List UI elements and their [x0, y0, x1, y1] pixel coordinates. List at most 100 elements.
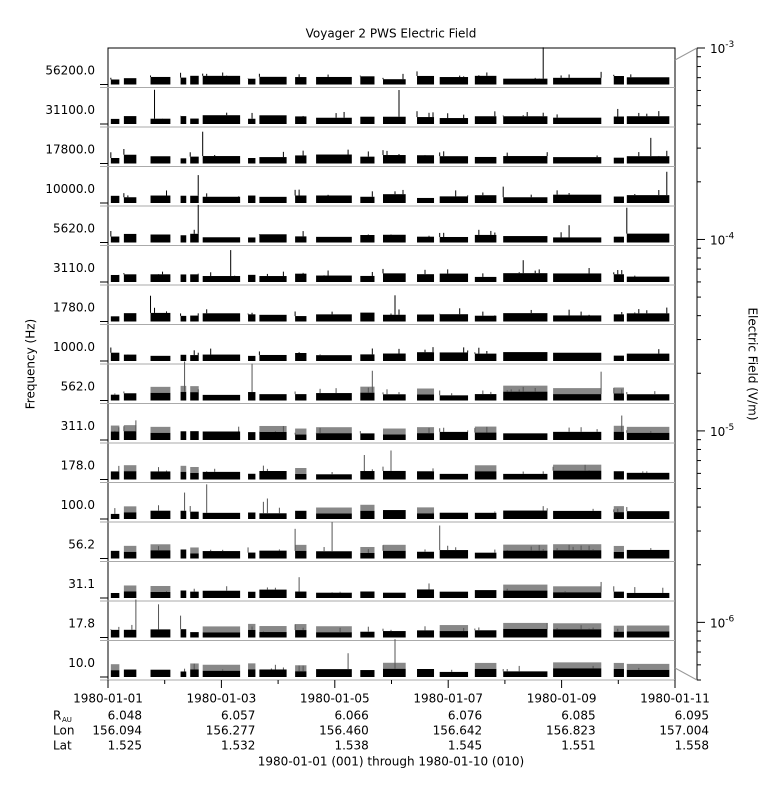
trace-floor	[248, 512, 256, 519]
trace	[110, 171, 670, 203]
colorbar-guide	[674, 667, 698, 681]
trace-envelope	[553, 662, 602, 669]
trace-floor	[150, 76, 171, 85]
trace-envelope	[190, 547, 199, 554]
trace-floor	[382, 314, 406, 322]
trace-floor	[417, 471, 435, 480]
y-tick-label: 100.0	[61, 498, 95, 512]
trace-floor	[626, 631, 670, 638]
tick-base: 10	[710, 233, 725, 247]
trace-floor	[626, 432, 670, 440]
trace-floor	[259, 157, 287, 164]
trace-floor	[360, 433, 375, 440]
tick-exponent: -3	[725, 40, 734, 50]
y-tick-label: 31100.0	[45, 103, 95, 117]
trace-floor	[553, 629, 602, 638]
trace-envelope	[259, 425, 287, 432]
trace-floor	[439, 273, 469, 282]
trace-floor	[110, 274, 120, 282]
trace-floor	[110, 316, 120, 322]
trace-floor	[503, 671, 548, 677]
trace-floor	[474, 315, 497, 322]
trace-envelope	[503, 622, 548, 629]
trace-floor	[474, 471, 497, 480]
trace-envelope	[123, 545, 137, 552]
trace-envelope	[295, 624, 307, 631]
trace-floor	[503, 313, 548, 322]
trace	[110, 295, 670, 322]
y-tick-label: 10.0	[68, 656, 95, 670]
trace-floor	[248, 473, 256, 480]
trace-floor	[439, 431, 469, 440]
trace-floor	[248, 158, 256, 164]
trace-floor	[150, 550, 171, 559]
trace-floor	[382, 273, 406, 282]
trace-floor	[123, 154, 137, 164]
trace-floor	[439, 352, 469, 361]
trace-envelope	[613, 506, 624, 513]
trace-envelope	[150, 585, 171, 592]
trace-floor	[150, 118, 171, 124]
trace-envelope	[553, 464, 602, 471]
ephemeris-label: Lat	[53, 739, 72, 753]
trace-floor	[613, 551, 624, 559]
trace-floor	[553, 668, 602, 677]
trace-floor	[259, 234, 287, 243]
trace-floor	[248, 552, 256, 559]
colorbar-guide	[674, 47, 698, 61]
trace-floor	[382, 592, 406, 598]
trace-envelope	[503, 584, 548, 591]
trace-floor	[150, 591, 171, 598]
trace-floor	[439, 77, 469, 85]
trace	[110, 639, 670, 677]
trace-floor	[248, 118, 256, 124]
ephemeris-sublabel: AU	[62, 716, 72, 724]
trace	[110, 347, 670, 361]
trace-envelope	[150, 544, 171, 551]
trace-envelope	[626, 625, 670, 632]
ephemeris-value: 6.057	[221, 709, 255, 723]
trace-floor	[150, 510, 171, 519]
trace-floor	[316, 433, 352, 440]
trace-floor	[553, 117, 602, 124]
trace-envelope	[417, 427, 435, 434]
tick-base: 10	[710, 424, 725, 438]
trace-floor	[553, 470, 602, 480]
trace-floor	[110, 670, 120, 677]
trace-floor	[613, 355, 624, 361]
trace-floor	[248, 629, 256, 638]
trace-floor	[190, 233, 199, 243]
trace-envelope	[503, 385, 548, 392]
colorbar-tick-label: 10-6	[710, 614, 735, 630]
y-tick-label: 178.0	[61, 458, 95, 472]
trace-envelope	[190, 466, 199, 473]
colorbar-label: Electric Field (V/m)	[746, 307, 760, 420]
trace-floor	[180, 195, 187, 203]
trace-floor	[190, 315, 199, 322]
trace-floor	[439, 156, 469, 164]
trace-floor	[316, 355, 352, 361]
trace-floor	[316, 393, 352, 401]
trace-floor	[110, 79, 120, 85]
trace-floor	[259, 431, 287, 440]
trace-floor	[110, 236, 120, 243]
trace	[110, 577, 670, 598]
trace-floor	[150, 355, 171, 361]
trace-floor	[316, 76, 352, 85]
trace-floor	[248, 274, 256, 282]
trace-floor	[259, 354, 287, 361]
trace-floor	[553, 77, 602, 85]
trace-envelope	[295, 544, 307, 551]
trace-envelope	[123, 585, 137, 592]
trace-floor	[382, 550, 406, 559]
y-tick-label: 311.0	[61, 419, 95, 433]
trace-floor	[295, 77, 307, 85]
trace-floor	[295, 591, 307, 598]
y-tick-label: 10000.0	[45, 182, 95, 196]
trace-floor	[295, 316, 307, 322]
trace-envelope	[180, 385, 187, 392]
trace-envelope	[295, 428, 307, 435]
trace-floor	[503, 510, 548, 519]
trace-floor	[439, 236, 469, 243]
trace-floor	[417, 155, 435, 164]
